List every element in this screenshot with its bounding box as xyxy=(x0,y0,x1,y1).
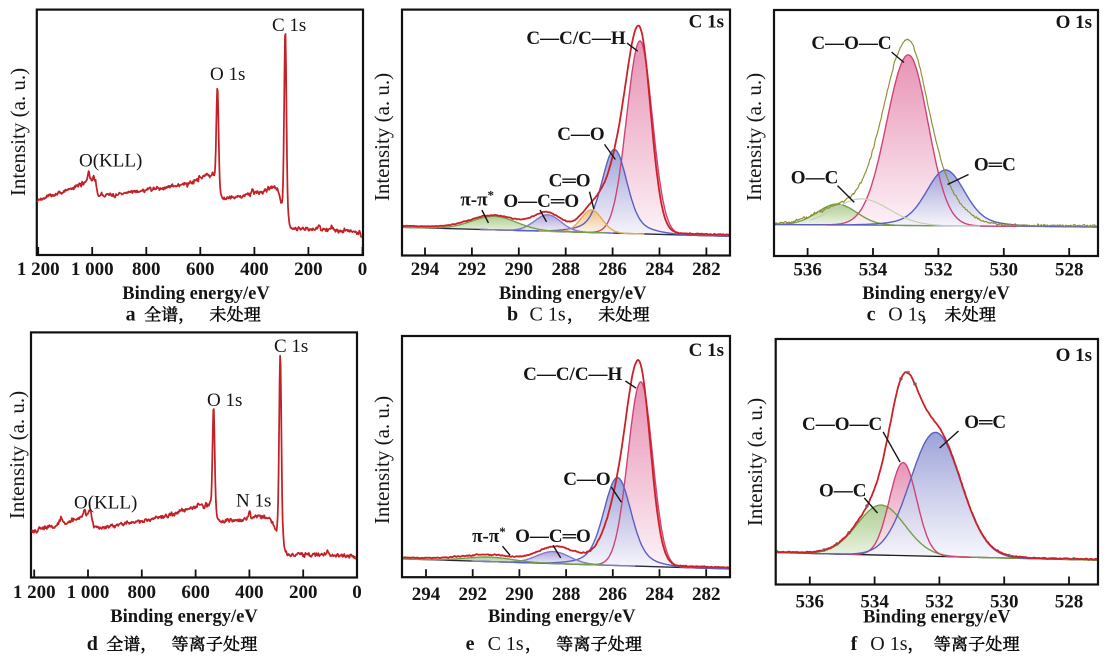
svg-text:O 1s: O 1s xyxy=(210,64,245,85)
svg-text:Binding energy/eV: Binding energy/eV xyxy=(863,608,1011,628)
svg-text:O 1s: O 1s xyxy=(888,304,925,326)
svg-text:Binding energy/eV: Binding energy/eV xyxy=(488,607,636,627)
svg-text:800: 800 xyxy=(132,259,161,280)
svg-text:O 1s: O 1s xyxy=(207,390,242,411)
svg-text:C—O: C—O xyxy=(557,124,605,145)
svg-text:Intensity (a. u.): Intensity (a. u.) xyxy=(370,396,394,524)
svg-text:O(KLL): O(KLL) xyxy=(79,151,142,172)
svg-text:d: d xyxy=(87,633,98,655)
svg-text:C 1s: C 1s xyxy=(530,304,566,326)
svg-text:400: 400 xyxy=(235,582,264,603)
svg-text:200: 200 xyxy=(289,582,318,603)
svg-text:O—C: O—C xyxy=(819,480,867,501)
svg-text:290: 290 xyxy=(505,259,534,280)
svg-text:O═C: O═C xyxy=(974,155,1016,176)
svg-text:Intensity (a. u.): Intensity (a. u.) xyxy=(742,73,766,201)
svg-text:292: 292 xyxy=(458,259,487,280)
svg-text:Binding energy/eV: Binding energy/eV xyxy=(499,284,647,304)
svg-text:294: 294 xyxy=(412,584,441,605)
svg-text:1 000: 1 000 xyxy=(71,259,114,280)
svg-text:Binding energy/eV: Binding energy/eV xyxy=(122,284,270,304)
svg-text:Binding energy/eV: Binding energy/eV xyxy=(110,607,258,627)
svg-text:O═C: O═C xyxy=(964,412,1006,433)
svg-text:294: 294 xyxy=(411,259,440,280)
svg-text:O—C═O: O—C═O xyxy=(515,526,591,547)
svg-text:π-π*: π-π* xyxy=(472,524,506,547)
svg-text:400: 400 xyxy=(240,259,269,280)
svg-text:532: 532 xyxy=(925,592,954,613)
svg-text:C 1s: C 1s xyxy=(488,633,524,655)
svg-text:200: 200 xyxy=(294,259,323,280)
svg-text:a: a xyxy=(126,304,136,326)
svg-text:O—C═O: O—C═O xyxy=(503,191,579,212)
svg-text:532: 532 xyxy=(924,260,953,281)
svg-text:536: 536 xyxy=(793,260,822,281)
svg-text:O(KLL): O(KLL) xyxy=(74,493,137,514)
svg-text:536: 536 xyxy=(796,592,825,613)
svg-text:1 200: 1 200 xyxy=(17,259,60,280)
svg-text:C—O: C—O xyxy=(563,469,611,490)
svg-text:C—C/C—H: C—C/C—H xyxy=(523,364,622,385)
svg-text:282: 282 xyxy=(692,584,721,605)
svg-text:1 200: 1 200 xyxy=(13,582,56,603)
svg-text:530: 530 xyxy=(990,592,1019,613)
svg-text:c: c xyxy=(867,304,876,326)
svg-text:C—C/C—H: C—C/C—H xyxy=(526,28,625,49)
svg-text:284: 284 xyxy=(645,584,674,605)
svg-text:C 1s: C 1s xyxy=(689,340,724,361)
svg-text:C 1s: C 1s xyxy=(274,336,308,357)
svg-text:528: 528 xyxy=(1055,592,1084,613)
svg-text:O 1s: O 1s xyxy=(870,633,907,655)
svg-text:C═O: C═O xyxy=(549,170,591,191)
svg-text:Binding energy/eV: Binding energy/eV xyxy=(862,284,1010,304)
svg-text:284: 284 xyxy=(645,259,674,280)
svg-text:286: 286 xyxy=(598,259,627,280)
svg-text:534: 534 xyxy=(859,260,888,281)
svg-text:O—C: O—C xyxy=(791,168,839,189)
svg-text:530: 530 xyxy=(990,260,1019,281)
svg-text:290: 290 xyxy=(505,584,534,605)
svg-text:e: e xyxy=(466,633,475,655)
svg-text:282: 282 xyxy=(692,259,721,280)
svg-text:288: 288 xyxy=(552,584,581,605)
svg-text:1 000: 1 000 xyxy=(67,582,110,603)
svg-text:N 1s: N 1s xyxy=(236,491,271,512)
svg-text:Intensity (a. u.): Intensity (a. u.) xyxy=(6,68,30,196)
svg-text:292: 292 xyxy=(458,584,487,605)
svg-text:f: f xyxy=(851,633,858,655)
svg-text:O 1s: O 1s xyxy=(1056,345,1092,366)
svg-text:286: 286 xyxy=(599,584,628,605)
svg-text:Intensity (a. u.): Intensity (a. u.) xyxy=(743,398,767,526)
svg-text:0: 0 xyxy=(358,259,368,280)
svg-text:O 1s: O 1s xyxy=(1056,12,1092,33)
svg-text:C—O—C: C—O—C xyxy=(811,33,891,54)
svg-text:600: 600 xyxy=(181,582,210,603)
svg-text:800: 800 xyxy=(128,582,157,603)
svg-text:b: b xyxy=(507,304,518,326)
svg-text:600: 600 xyxy=(186,259,215,280)
svg-text:Intensity (a. u.): Intensity (a. u.) xyxy=(370,73,394,201)
svg-text:Intensity (a. u.): Intensity (a. u.) xyxy=(5,391,29,519)
svg-text:534: 534 xyxy=(860,592,889,613)
svg-text:C 1s: C 1s xyxy=(689,12,724,33)
svg-text:C—O—C: C—O—C xyxy=(802,414,882,435)
svg-text:π-π*: π-π* xyxy=(460,188,494,211)
svg-text:C 1s: C 1s xyxy=(272,15,306,36)
svg-text:288: 288 xyxy=(551,259,580,280)
svg-text:0: 0 xyxy=(352,582,362,603)
svg-text:528: 528 xyxy=(1055,260,1084,281)
